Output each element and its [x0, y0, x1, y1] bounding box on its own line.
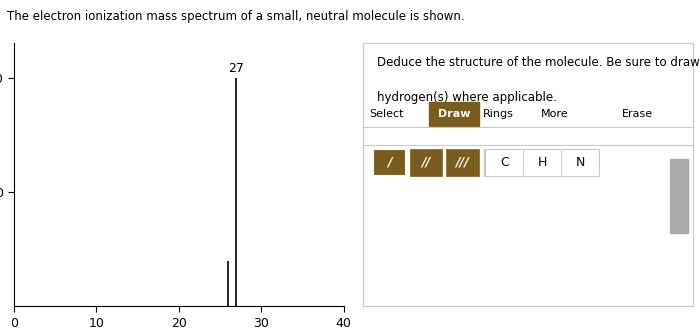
Text: The electron ionization mass spectrum of a small, neutral molecule is shown.: The electron ionization mass spectrum of…: [7, 10, 465, 23]
Text: H: H: [538, 156, 547, 169]
Text: N: N: [575, 156, 584, 169]
Bar: [446, 149, 479, 176]
Text: 27: 27: [229, 62, 244, 75]
Text: Erase: Erase: [622, 109, 652, 119]
Text: More: More: [541, 109, 568, 119]
Text: ///: ///: [455, 156, 469, 169]
Bar: [429, 103, 479, 126]
Bar: [410, 149, 442, 176]
Text: C: C: [500, 156, 508, 169]
Text: Select: Select: [369, 109, 404, 119]
Bar: [670, 159, 688, 233]
Text: Rings: Rings: [483, 109, 514, 119]
Bar: [373, 149, 406, 176]
Text: /: /: [387, 156, 392, 169]
Text: hydrogen(s) where applicable.: hydrogen(s) where applicable.: [377, 91, 556, 104]
Text: Draw: Draw: [438, 109, 470, 119]
Bar: [485, 149, 599, 176]
Text: Deduce the structure of the molecule. Be sure to draw: Deduce the structure of the molecule. Be…: [377, 57, 699, 70]
Text: //: //: [421, 156, 430, 169]
